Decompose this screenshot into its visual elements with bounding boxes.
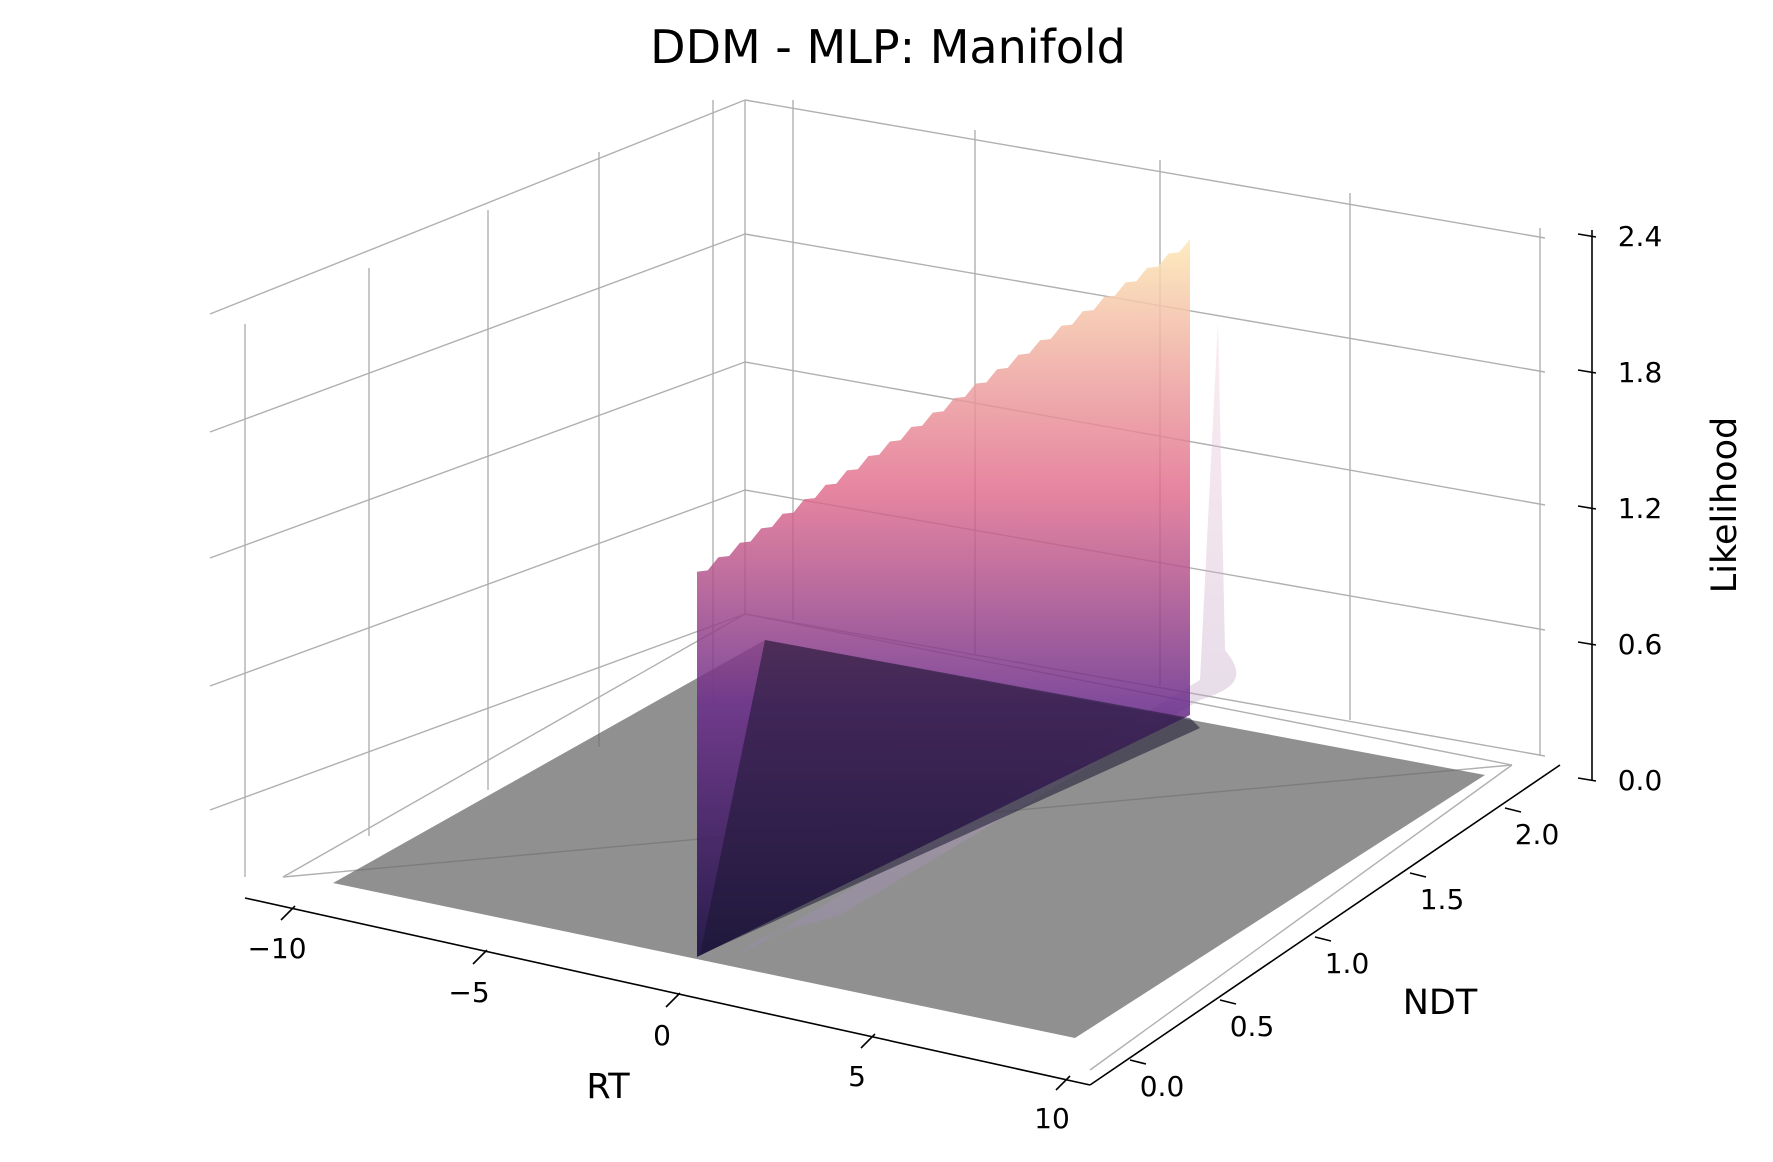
z-ticks: 0.0 0.6 1.2 1.8 2.4	[1577, 220, 1663, 797]
x-tick-mark	[280, 905, 296, 921]
y-tick-label: 2.0	[1515, 818, 1560, 851]
y-axis-line	[1089, 764, 1561, 1086]
z-tick-mark	[1577, 369, 1597, 374]
x-tick-mark	[860, 1033, 876, 1049]
x-axis-label: RT	[586, 1067, 630, 1107]
z-tick-mark	[1577, 505, 1597, 510]
x-tick-label: −5	[448, 976, 489, 1009]
x-tick-mark	[1055, 1075, 1071, 1091]
y-tick-label: 1.5	[1420, 883, 1465, 916]
z-tick-label: 2.4	[1618, 220, 1663, 253]
x-tick-label: 0	[653, 1019, 671, 1052]
z-tick-label: 1.2	[1618, 492, 1663, 525]
x-tick-mark	[665, 992, 681, 1008]
x-tick-label: 10	[1034, 1102, 1070, 1135]
y-tick-label: 1.0	[1325, 947, 1370, 980]
z-tick-mark	[1577, 777, 1597, 782]
z-tick-label: 1.8	[1618, 356, 1663, 389]
x-tick-label: −10	[247, 932, 306, 965]
y-ticks: 0.0 0.5 1.0 1.5 2.0	[1129, 807, 1560, 1103]
y-tick-mark	[1219, 999, 1237, 1005]
chart-title: DDM - MLP: Manifold	[650, 20, 1126, 74]
x-tick-mark	[472, 949, 488, 965]
z-tick-mark	[1577, 641, 1597, 646]
x-ticks: −10 −5 0 5 10	[247, 905, 1071, 1135]
y-axis-label: NDT	[1403, 983, 1478, 1023]
x-axis-line	[244, 897, 1091, 1086]
x-tick-label: 5	[848, 1060, 866, 1093]
z-tick-label: 0.6	[1618, 628, 1663, 661]
floor-shadow	[700, 640, 1200, 955]
z-axis-label: Likelihood	[1705, 417, 1745, 593]
y-tick-mark	[1409, 872, 1427, 878]
y-tick-label: 0.0	[1140, 1070, 1185, 1103]
y-tick-mark	[1129, 1059, 1147, 1065]
z-tick-mark	[1577, 233, 1597, 238]
y-tick-mark	[1314, 936, 1332, 942]
z-tick-label: 0.0	[1618, 764, 1663, 797]
y-tick-label: 0.5	[1230, 1010, 1275, 1043]
y-tick-mark	[1504, 807, 1522, 813]
